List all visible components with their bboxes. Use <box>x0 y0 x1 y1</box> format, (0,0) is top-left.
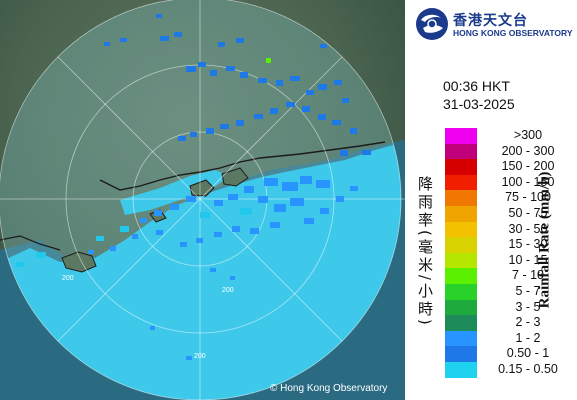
legend-label: 15 - 30 <box>508 237 548 252</box>
legend-unit-en: Rainfall Rate (mm/h) <box>536 171 553 309</box>
observatory-logo: 香港天文台 HONG KONG OBSERVATORY <box>413 6 577 42</box>
legend-label: 30 - 50 <box>508 221 548 236</box>
range-label: 200 <box>222 287 234 294</box>
radar-map: 200 200 200 © Hong Kong Observatory <box>0 0 405 400</box>
legend-swatch <box>445 346 477 362</box>
radar-time: 00:36 HKT <box>443 78 510 94</box>
coastline-west <box>0 235 61 251</box>
legend-unit-cn: 降雨率(毫米/小時) <box>416 176 434 328</box>
legend-label: >300 <box>513 128 543 142</box>
legend-swatch <box>445 252 477 269</box>
legend-swatch <box>445 283 477 300</box>
radar-date: 31-03-2025 <box>443 96 515 112</box>
legend-swatch <box>445 159 477 175</box>
legend-swatch <box>445 205 477 222</box>
legend-swatch <box>445 268 477 284</box>
copyright-notice: © Hong Kong Observatory <box>270 383 388 394</box>
legend-label: 1 - 2 <box>515 330 541 345</box>
legend-swatch <box>445 143 477 160</box>
radar-image: 200 200 200 <box>0 0 405 400</box>
observatory-logo-icon <box>416 8 448 40</box>
legend-label: 7 - 10 <box>512 268 544 283</box>
observatory-name-en: HONG KONG OBSERVATORY <box>453 28 573 38</box>
legend-label: 100 - 150 <box>501 174 555 189</box>
range-labels: 200 200 200 <box>62 275 234 360</box>
legend-label: 150 - 200 <box>501 159 555 174</box>
legend-swatch <box>445 221 477 238</box>
legend-label: 0.15 - 0.50 <box>498 361 558 376</box>
legend-swatch <box>445 330 477 347</box>
legend-label: 10 - 15 <box>508 252 548 267</box>
range-label: 200 <box>62 275 74 282</box>
legend-label: 3 - 5 <box>515 299 541 314</box>
legend-swatch <box>445 315 477 331</box>
observatory-name-cn: 香港天文台 <box>453 13 528 29</box>
legend-label: 0.50 - 1 <box>506 346 550 361</box>
rain-echoes <box>16 14 371 360</box>
legend-label: 50 - 75 <box>508 205 548 220</box>
legend-label: 2 - 3 <box>515 315 541 330</box>
legend-label: 200 - 300 <box>501 143 555 158</box>
legend-swatch <box>445 190 477 206</box>
legend-swatch <box>445 174 477 191</box>
legend-swatch <box>445 237 477 253</box>
legend-label: 75 - 100 <box>505 190 551 205</box>
legend-panel: 香港天文台 HONG KONG OBSERVATORY 00:36 HKT 31… <box>405 0 577 400</box>
range-label: 200 <box>194 353 206 360</box>
legend-swatch <box>445 361 477 378</box>
legend-swatch <box>445 299 477 316</box>
legend-swatch <box>445 128 477 144</box>
legend-label: 5 - 7 <box>515 283 541 298</box>
